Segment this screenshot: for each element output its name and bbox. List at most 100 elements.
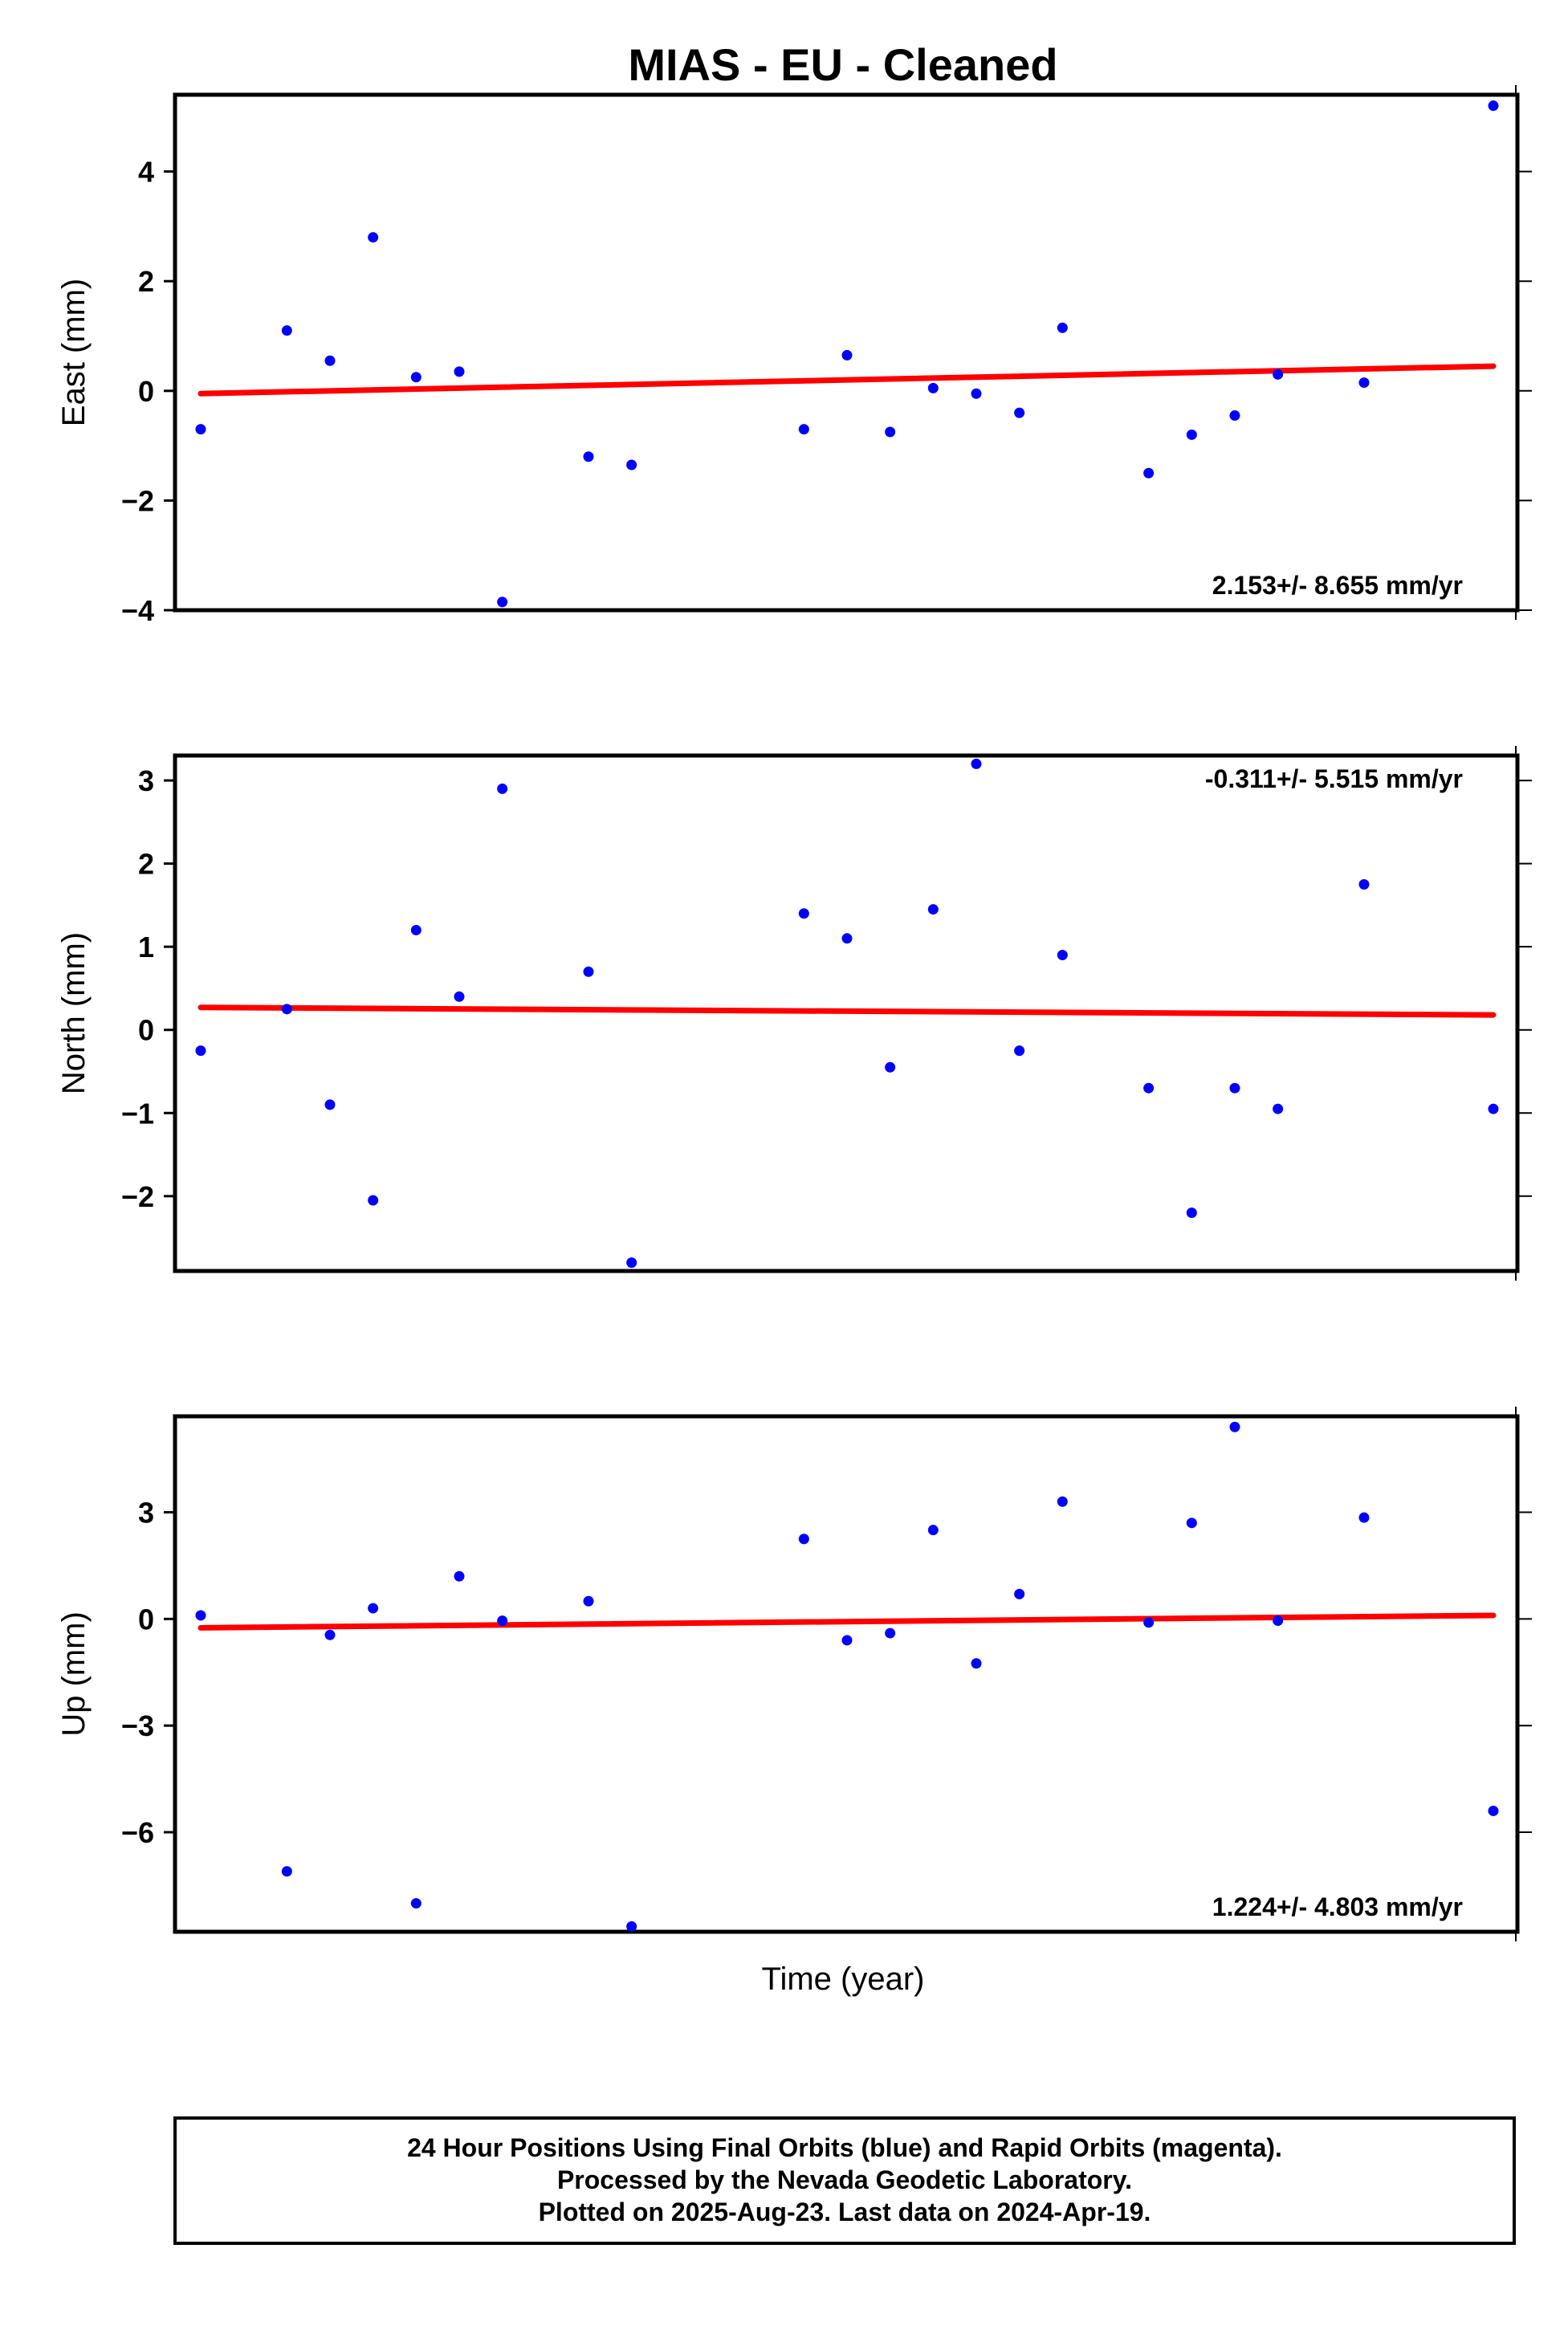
east-data-point bbox=[971, 388, 982, 399]
north-data-point bbox=[454, 991, 465, 1002]
east-data-point bbox=[626, 459, 637, 470]
north-data-point bbox=[1057, 950, 1068, 961]
up-data-point bbox=[626, 1921, 637, 1932]
east-data-point bbox=[410, 372, 422, 383]
up-panel: 3 0 −3 −6 Up (mm) 1.224+/- 4.803 mm/yr bbox=[56, 1407, 1532, 1941]
north-data-point bbox=[1229, 1082, 1240, 1094]
east-data-point bbox=[885, 426, 896, 438]
north-ytick-label: −2 bbox=[121, 1180, 154, 1213]
north-ytick-label: 1 bbox=[138, 931, 154, 963]
up-data-point bbox=[1057, 1496, 1068, 1507]
east-ytick-label: −2 bbox=[121, 484, 154, 517]
up-ytick-label: −6 bbox=[121, 1816, 154, 1849]
up-data-point bbox=[1273, 1615, 1284, 1627]
north-panel: 3 2 1 0 −1 −2 North (mm) -0.311+/- 5.515 mm/yr bbox=[56, 746, 1532, 1281]
up-data-point bbox=[497, 1615, 508, 1627]
north-data-point bbox=[885, 1061, 896, 1073]
east-data-point bbox=[454, 366, 465, 377]
up-data-point bbox=[841, 1635, 853, 1646]
east-panel: 4 2 0 −2 −4 East (mm) 2.153+/- 8.655 mm/yr bbox=[56, 85, 1532, 627]
north-ytick-label: 2 bbox=[138, 848, 154, 881]
footer-line-2: Processed by the Nevada Geodetic Laborat… bbox=[557, 2165, 1132, 2194]
north-data-point bbox=[368, 1195, 379, 1206]
east-data-point bbox=[281, 325, 292, 336]
north-ytick-label: 0 bbox=[138, 1014, 154, 1047]
up-rate-label: 1.224+/- 4.803 mm/yr bbox=[1212, 1892, 1463, 1921]
north-data-point bbox=[927, 904, 939, 915]
up-data-point bbox=[885, 1627, 896, 1639]
north-data-point bbox=[798, 908, 809, 919]
north-plot-frame bbox=[173, 753, 1520, 1273]
east-data-point bbox=[798, 424, 809, 435]
footer-frame bbox=[173, 2116, 1516, 2245]
up-data-point bbox=[1229, 1421, 1240, 1432]
east-ytick-label: 4 bbox=[138, 156, 154, 189]
north-data-point bbox=[497, 783, 508, 794]
north-data-point bbox=[841, 933, 853, 944]
north-data-point bbox=[1186, 1208, 1197, 1219]
east-data-point bbox=[841, 349, 853, 360]
up-data-point bbox=[1143, 1617, 1155, 1628]
footer-box: 24 Hour Positions Using Final Orbits (bl… bbox=[173, 2116, 1516, 2245]
east-ytick-label: −4 bbox=[121, 594, 154, 627]
up-data-point bbox=[324, 1629, 336, 1640]
north-ytick-label: 3 bbox=[138, 764, 154, 797]
up-y-axis-label: Up (mm) bbox=[56, 1611, 92, 1737]
up-data-point bbox=[1358, 1512, 1370, 1523]
up-data-point bbox=[368, 1603, 379, 1614]
north-data-point bbox=[626, 1257, 637, 1269]
north-ytick-label: −1 bbox=[121, 1097, 154, 1130]
east-data-point bbox=[1143, 467, 1155, 479]
north-rate-label: -0.311+/- 5.515 mm/yr bbox=[1205, 764, 1463, 793]
up-data-point bbox=[583, 1595, 594, 1607]
east-data-point bbox=[368, 232, 379, 243]
east-data-point bbox=[1186, 429, 1197, 440]
east-data-point bbox=[927, 382, 939, 393]
up-data-point bbox=[1186, 1517, 1197, 1529]
up-trend-line bbox=[198, 1612, 1497, 1631]
north-data-point bbox=[1273, 1103, 1284, 1114]
up-data-point bbox=[971, 1658, 982, 1669]
up-data-point bbox=[798, 1534, 809, 1545]
east-data-point bbox=[1358, 377, 1370, 389]
east-plot-frame bbox=[173, 92, 1520, 613]
x-axis-label: Time (year) bbox=[762, 1961, 925, 1997]
east-data-point bbox=[1014, 407, 1025, 418]
east-ytick-label: 0 bbox=[138, 375, 154, 408]
north-data-point bbox=[1014, 1045, 1025, 1057]
east-rate-label: 2.153+/- 8.655 mm/yr bbox=[1212, 571, 1463, 600]
east-data-point bbox=[497, 597, 508, 608]
north-data-point bbox=[324, 1099, 336, 1110]
east-data-point bbox=[195, 424, 206, 435]
east-data-point bbox=[324, 355, 336, 366]
up-ytick-label: 3 bbox=[138, 1497, 154, 1530]
north-trend-line bbox=[198, 1004, 1497, 1018]
up-data-point bbox=[281, 1866, 292, 1877]
north-data-point bbox=[195, 1045, 206, 1057]
east-data-point bbox=[1057, 322, 1068, 333]
up-data-point bbox=[1014, 1588, 1025, 1599]
up-plot-frame bbox=[173, 1414, 1520, 1934]
up-data-point bbox=[927, 1525, 939, 1536]
north-data-point bbox=[971, 758, 982, 769]
east-ytick-label: 2 bbox=[138, 265, 154, 298]
north-y-axis-label: North (mm) bbox=[56, 932, 92, 1094]
up-ytick-label: −3 bbox=[121, 1709, 154, 1742]
up-data-point bbox=[195, 1610, 206, 1621]
north-data-point bbox=[583, 966, 594, 977]
north-data-point bbox=[1488, 1103, 1499, 1114]
east-trend-line bbox=[198, 363, 1497, 397]
north-data-point bbox=[281, 1004, 292, 1015]
east-data-point bbox=[1229, 410, 1240, 422]
east-y-axis-label: East (mm) bbox=[56, 279, 92, 426]
north-data-point bbox=[1143, 1082, 1155, 1094]
footer-line-3: Plotted on 2025-Aug-23. Last data on 202… bbox=[539, 2198, 1151, 2226]
figure-title: MIAS - EU - Cleaned bbox=[628, 39, 1057, 90]
up-data-point bbox=[454, 1570, 465, 1582]
up-ytick-label: 0 bbox=[138, 1603, 154, 1635]
north-data-point bbox=[1358, 879, 1370, 890]
north-data-point bbox=[410, 924, 422, 935]
east-data-point bbox=[583, 451, 594, 462]
up-data-point bbox=[410, 1898, 422, 1909]
